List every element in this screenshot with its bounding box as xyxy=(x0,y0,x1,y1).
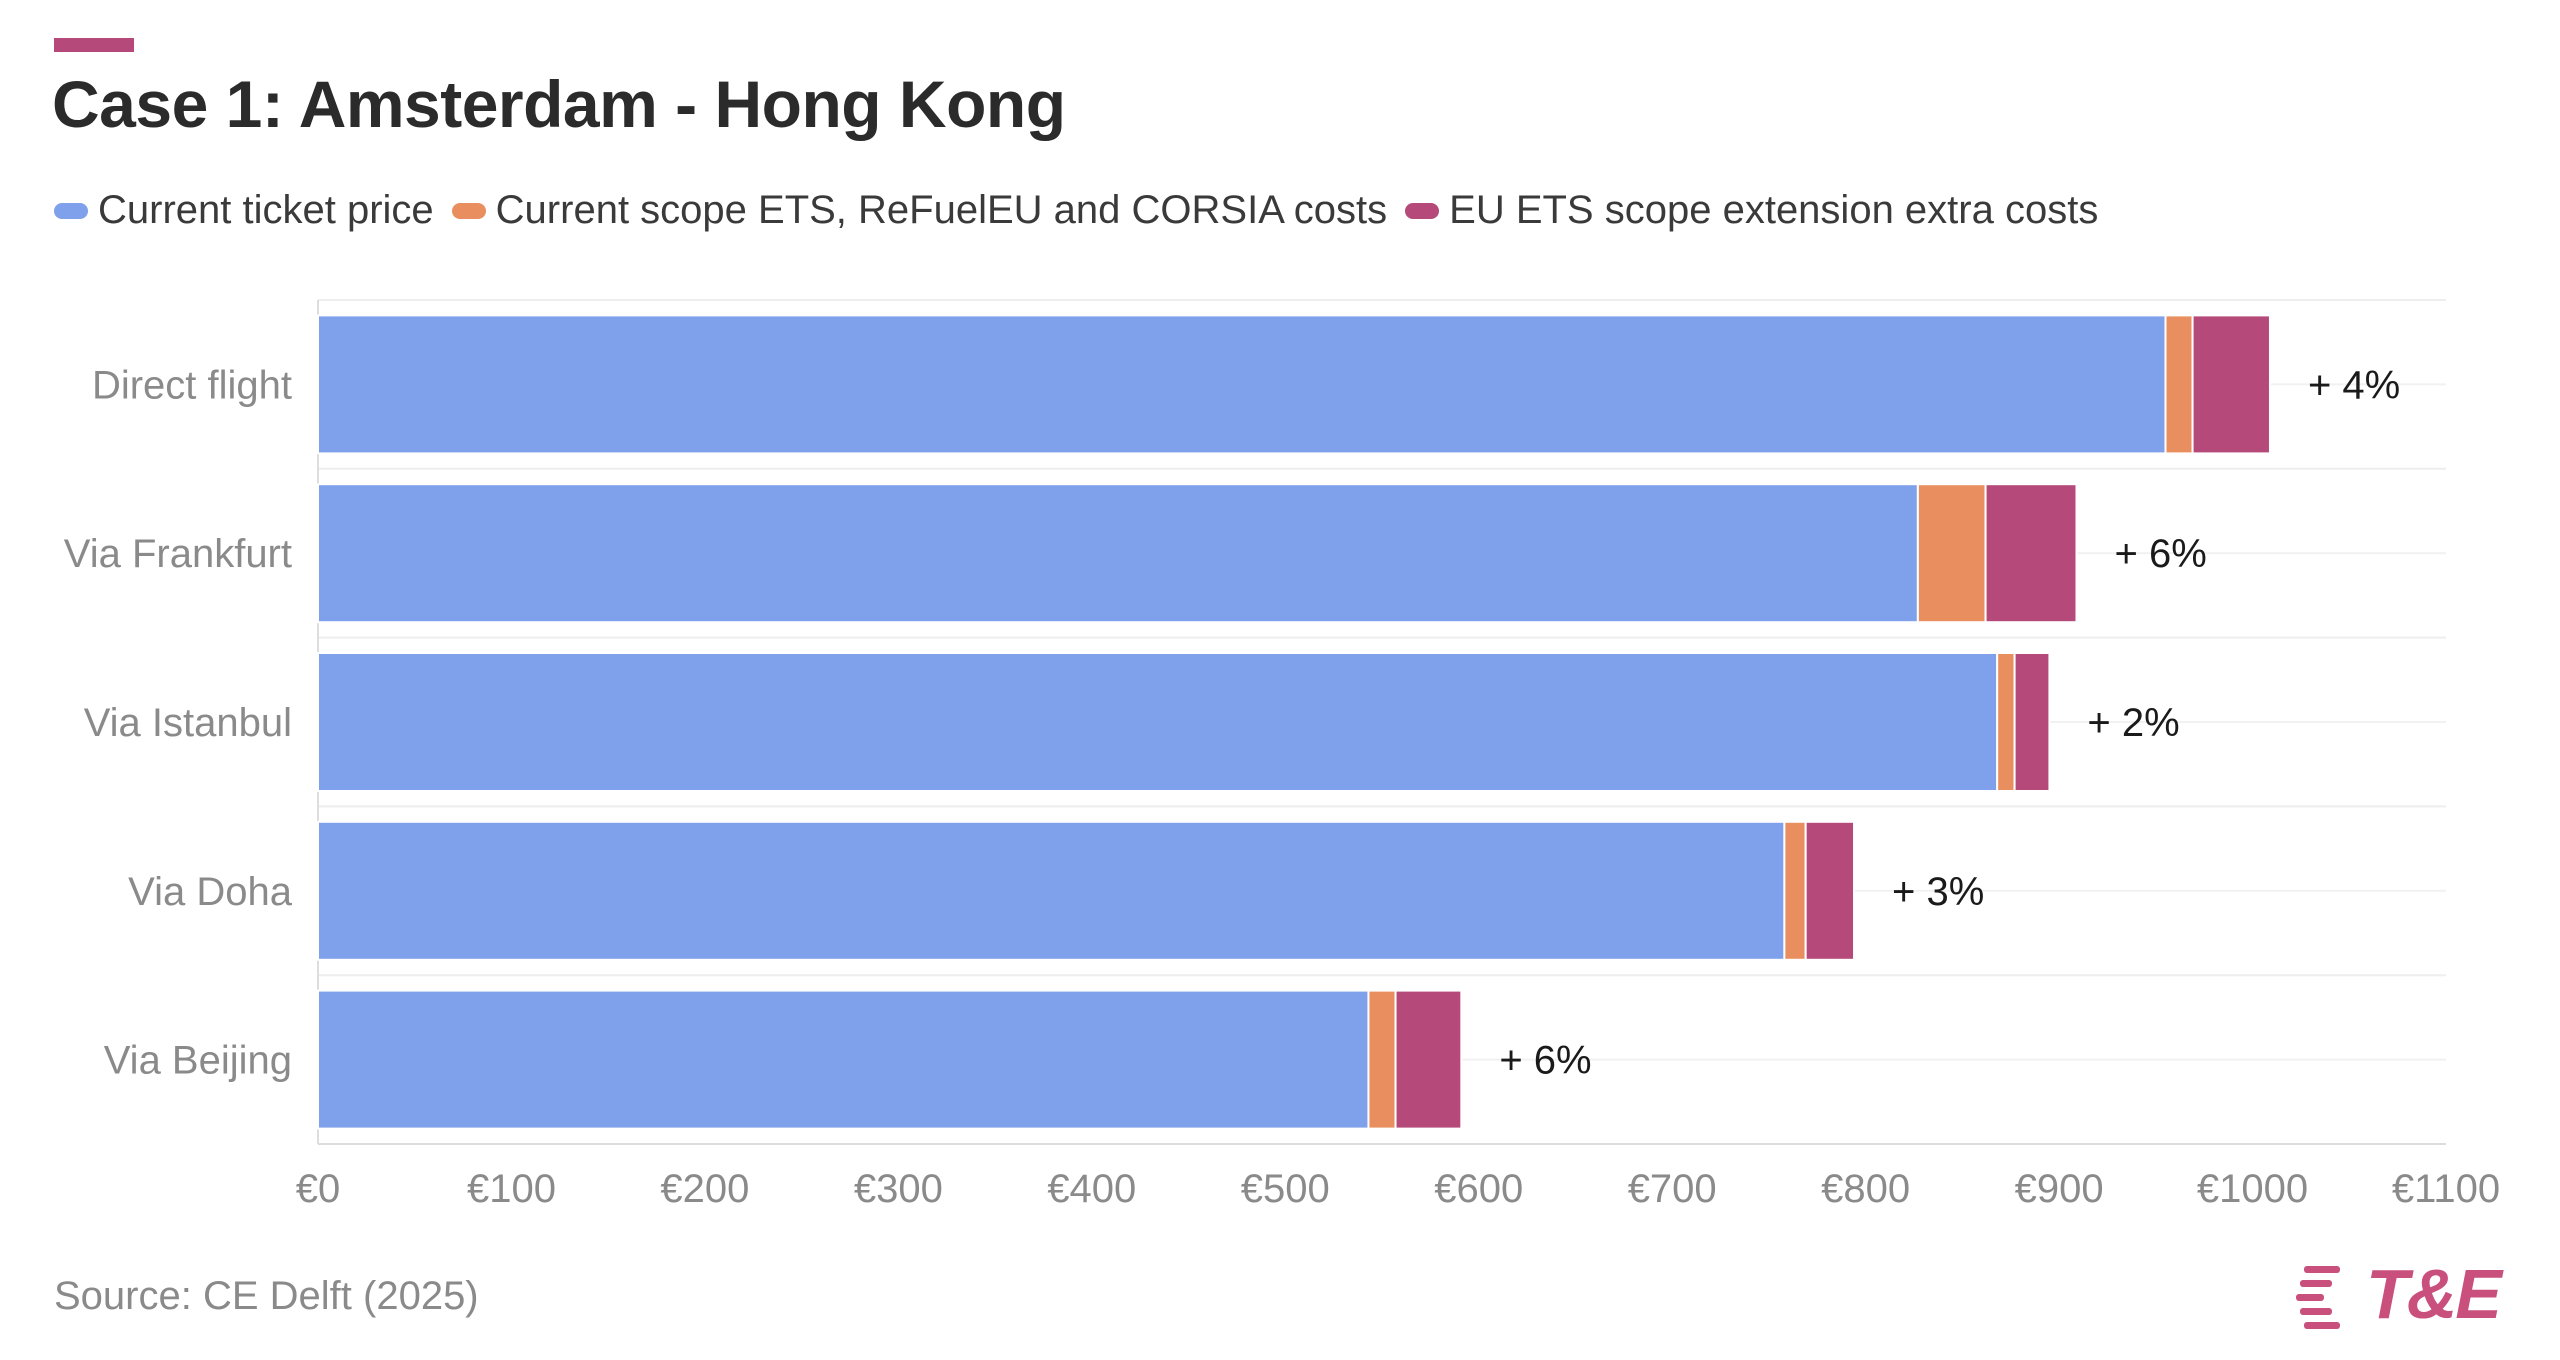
x-tick-label: €500 xyxy=(1241,1167,1330,1211)
increase-annotation: + 6% xyxy=(2115,532,2207,576)
legend: Current ticket price Current scope ETS, … xyxy=(54,188,2116,233)
bar-segment-scope-extension xyxy=(1804,820,1856,961)
bar-segment-current-scope xyxy=(2164,314,2194,455)
x-tick-label: €800 xyxy=(1821,1167,1910,1211)
increase-annotation: + 4% xyxy=(2308,363,2400,407)
legend-label-ticket-price: Current ticket price xyxy=(98,188,434,232)
x-tick-label: €900 xyxy=(2015,1167,2104,1211)
x-tick-label: €200 xyxy=(660,1167,749,1211)
bar-segment-current-scope xyxy=(1367,989,1397,1130)
bar-segment-ticket-price xyxy=(317,652,1999,792)
bar-segment-ticket-price xyxy=(317,483,1919,624)
bar-segment-current-scope xyxy=(1996,652,2016,792)
increase-annotation: + 6% xyxy=(1499,1039,1591,1083)
logo-text: T&E xyxy=(2366,1255,2502,1333)
bar-segment-scope-extension xyxy=(2013,652,2051,792)
legend-label-scope-extension: EU ETS scope extension extra costs xyxy=(1449,188,2099,232)
legend-swatch-scope-extension xyxy=(1405,202,1440,219)
category-label: Via Beijing xyxy=(104,1039,292,1083)
title-accent-bar xyxy=(54,38,134,52)
te-logo: T&E xyxy=(2296,1254,2526,1334)
category-label: Via Frankfurt xyxy=(64,532,292,576)
x-tick-label: €400 xyxy=(1047,1167,1136,1211)
x-tick-label: €300 xyxy=(854,1167,943,1211)
bar-segment-ticket-price xyxy=(317,314,2167,455)
bar-segment-scope-extension xyxy=(2191,314,2271,455)
x-tick-label: €600 xyxy=(1434,1167,1523,1211)
increase-annotation: + 3% xyxy=(1892,870,1984,914)
source-note: Source: CE Delft (2025) xyxy=(54,1274,479,1318)
bar-segment-scope-extension xyxy=(1984,483,2078,624)
legend-item-ticket-price: Current ticket price xyxy=(54,188,434,233)
x-tick-label: €100 xyxy=(467,1167,556,1211)
bar-segment-scope-extension xyxy=(1394,989,1463,1130)
x-tick-label: €0 xyxy=(296,1167,341,1211)
bar-segment-ticket-price xyxy=(317,820,1786,961)
increase-annotation: + 2% xyxy=(2087,701,2179,745)
x-tick-label: €700 xyxy=(1628,1167,1717,1211)
category-label: Via Doha xyxy=(128,870,293,914)
x-tick-label: €1100 xyxy=(2392,1167,2500,1211)
legend-swatch-ticket-price xyxy=(54,202,88,219)
bar-segment-current-scope xyxy=(1783,820,1807,961)
category-label: Via Istanbul xyxy=(84,701,292,745)
legend-item-scope-extension: EU ETS scope extension extra costs xyxy=(1405,188,2098,233)
legend-label-current-scope: Current scope ETS, ReFuelEU and CORSIA c… xyxy=(495,188,1388,232)
legend-swatch-current-scope xyxy=(451,202,486,219)
chart-title: Case 1: Amsterdam - Hong Kong xyxy=(52,67,1066,141)
legend-item-current-scope: Current scope ETS, ReFuelEU and CORSIA c… xyxy=(451,188,1388,233)
category-label: Direct flight xyxy=(92,363,292,407)
bar-segment-current-scope xyxy=(1916,483,1987,624)
bar-segment-ticket-price xyxy=(317,989,1370,1130)
x-tick-label: €1000 xyxy=(2197,1167,2308,1211)
